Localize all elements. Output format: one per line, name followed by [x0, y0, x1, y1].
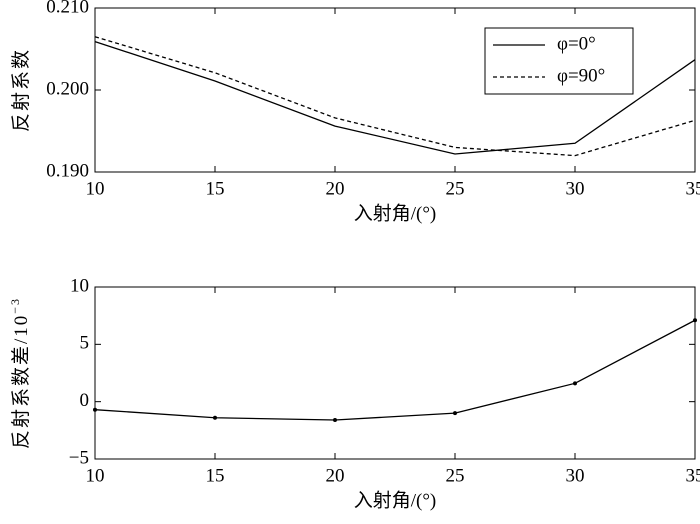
x-tick-label: 35: [686, 465, 700, 486]
y-tick-label: 5: [80, 333, 90, 354]
y-tick-label: 0: [80, 390, 90, 411]
series-line: [94, 36, 696, 157]
x-tick-label: 15: [206, 178, 225, 199]
series-line: [94, 319, 696, 421]
data-point: [213, 415, 217, 420]
y-tick-label: 0.190: [46, 160, 89, 181]
y-axis-label-text: 反射系数差/10: [10, 314, 32, 449]
y-axis-label: 反射系数: [10, 48, 32, 132]
y-tick-label: 0.200: [46, 78, 89, 99]
data-point: [93, 407, 97, 412]
data-point: [693, 318, 697, 323]
y-tick-label: 10: [70, 275, 89, 296]
data-point: [333, 418, 337, 423]
y-tick-label: 0.210: [46, 0, 89, 17]
x-tick-label: 30: [566, 178, 585, 199]
data-point: [573, 381, 577, 386]
x-tick-label: 10: [86, 465, 105, 486]
x-tick-label: 15: [206, 465, 225, 486]
x-axis-label: 入射角/(°): [354, 202, 437, 224]
x-tick-label: 30: [566, 465, 585, 486]
legend-label: φ=90°: [557, 65, 605, 86]
x-tick-label: 35: [686, 178, 700, 199]
x-tick-label: 25: [446, 465, 465, 486]
y-axis-label: 反射系数差/10−3: [8, 297, 33, 449]
legend-label: φ=0°: [557, 33, 596, 54]
legend-box: [484, 27, 634, 95]
plot-frame: [94, 286, 696, 460]
x-axis-label: 入射角/(°): [354, 489, 437, 511]
y-axis-label-text: 反射系数: [10, 48, 32, 132]
x-tick-label: 20: [326, 465, 345, 486]
y-tick-label: −5: [69, 447, 89, 468]
x-tick-label: 20: [326, 178, 345, 199]
series-line: [94, 41, 696, 155]
x-tick-label: 10: [86, 178, 105, 199]
y-axis-label-exponent: −3: [8, 297, 22, 314]
data-point: [453, 411, 457, 416]
x-tick-label: 25: [446, 178, 465, 199]
